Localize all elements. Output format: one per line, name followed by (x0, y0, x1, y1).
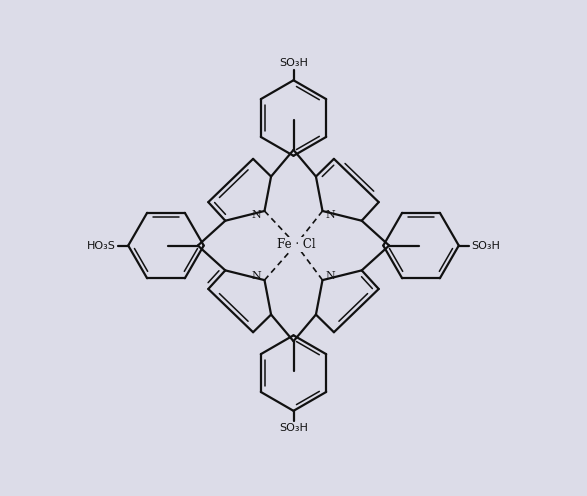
Text: N: N (325, 210, 335, 220)
Text: Fe · Cl: Fe · Cl (276, 238, 315, 251)
Text: HO₃S: HO₃S (87, 241, 116, 250)
Text: N: N (325, 271, 335, 281)
Text: SO₃H: SO₃H (279, 423, 308, 433)
Text: SO₃H: SO₃H (471, 241, 500, 250)
Text: SO₃H: SO₃H (279, 58, 308, 68)
Text: N: N (252, 271, 262, 281)
Text: N: N (252, 210, 262, 220)
